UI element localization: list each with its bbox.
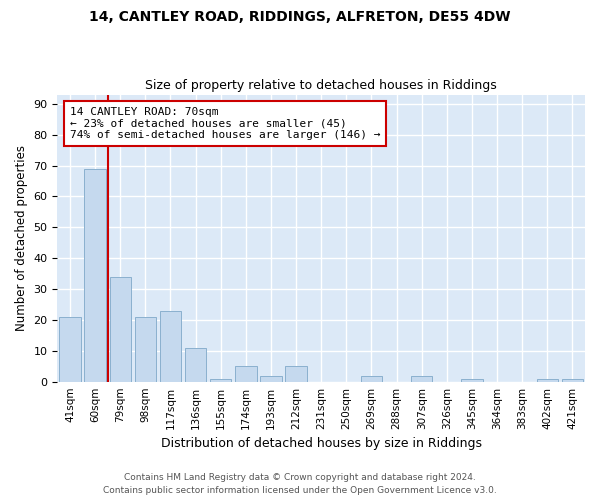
Title: Size of property relative to detached houses in Riddings: Size of property relative to detached ho… bbox=[145, 79, 497, 92]
Bar bbox=[286, 366, 307, 382]
Text: 14 CANTLEY ROAD: 70sqm
← 23% of detached houses are smaller (45)
74% of semi-det: 14 CANTLEY ROAD: 70sqm ← 23% of detached… bbox=[70, 107, 380, 140]
Bar bbox=[210, 378, 232, 382]
Bar bbox=[160, 310, 181, 382]
X-axis label: Distribution of detached houses by size in Riddings: Distribution of detached houses by size … bbox=[161, 437, 482, 450]
Bar bbox=[411, 376, 433, 382]
Text: Contains HM Land Registry data © Crown copyright and database right 2024.
Contai: Contains HM Land Registry data © Crown c… bbox=[103, 474, 497, 495]
Text: 14, CANTLEY ROAD, RIDDINGS, ALFRETON, DE55 4DW: 14, CANTLEY ROAD, RIDDINGS, ALFRETON, DE… bbox=[89, 10, 511, 24]
Bar bbox=[461, 378, 482, 382]
Bar bbox=[85, 168, 106, 382]
Bar bbox=[361, 376, 382, 382]
Bar bbox=[235, 366, 257, 382]
Y-axis label: Number of detached properties: Number of detached properties bbox=[15, 145, 28, 331]
Bar bbox=[185, 348, 206, 382]
Bar bbox=[260, 376, 281, 382]
Bar bbox=[536, 378, 558, 382]
Bar bbox=[134, 317, 156, 382]
Bar bbox=[59, 317, 80, 382]
Bar bbox=[110, 276, 131, 382]
Bar bbox=[562, 378, 583, 382]
